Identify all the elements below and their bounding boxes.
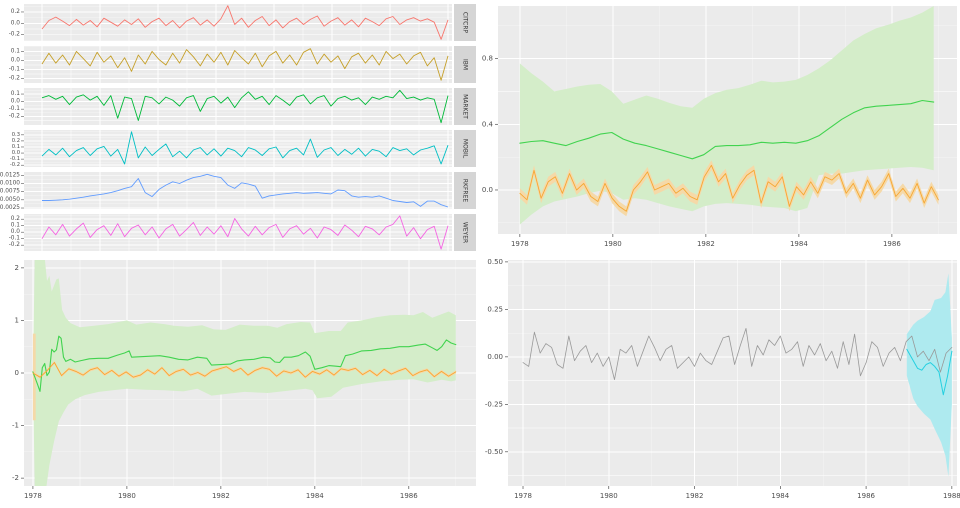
facet-y-tick-label: 0.0125 bbox=[0, 172, 20, 178]
facet-strip-MARKET bbox=[454, 88, 476, 125]
y-tick-label: -0.25 bbox=[485, 400, 503, 408]
facet-y-tick-label: 0.0 bbox=[12, 150, 20, 156]
facet-strip-CITCRP bbox=[454, 4, 476, 41]
facet-strip-label: WEYER bbox=[462, 222, 469, 243]
facet-series-IBM bbox=[41, 48, 449, 81]
panel-forecast-fan bbox=[508, 260, 957, 486]
x-tick-label: 1978 bbox=[24, 492, 42, 500]
y-tick-label: 1 bbox=[15, 316, 19, 324]
forecast-chart-a-svg: 0.8 0.4 0.0 1978 1980 1982 1984 1986 bbox=[482, 6, 957, 248]
fitted-interval-ribbon bbox=[519, 6, 934, 225]
facet-panel-MARKET bbox=[24, 88, 452, 125]
smoothed-state-line bbox=[32, 335, 457, 392]
facet-y-tick-label: 0.0100 bbox=[0, 180, 20, 186]
stock-returns-facet-chart: 0.2 0.0 -0.2 CITCRP 0.1 0.0 -0.1 -0.2 IBM 0.1 0.0-… bbox=[0, 0, 480, 254]
facet-y-tick-label: -0.1 bbox=[10, 156, 20, 162]
innovations-band bbox=[32, 360, 456, 379]
facet-y-tick-label: 0.0 bbox=[11, 20, 21, 26]
fit-forecast-chart-b: 2 1 0 -1 -2 1978 1980 1982 1984 1986 bbox=[0, 254, 480, 508]
facet-y-tick-label: -0.2 bbox=[9, 114, 21, 120]
facet-y-tick-label: 0.1 bbox=[12, 144, 20, 150]
innovations-line bbox=[32, 362, 457, 378]
facet-y-tick-label: 0.2 bbox=[11, 9, 21, 15]
x-tick-label: 1986 bbox=[883, 240, 901, 248]
x-tick-label: 1988 bbox=[943, 492, 960, 500]
forecast-fan-svg: 0.50 0.25 0.00 -0.25 -0.50 1978 1980 1982 1984 19… bbox=[485, 258, 960, 500]
facet-strip-label: CITCRP bbox=[462, 12, 469, 34]
y-tick-label: 0.8 bbox=[482, 55, 493, 63]
x-tick-label: 1986 bbox=[400, 492, 418, 500]
facet-panel-IBM bbox=[24, 46, 452, 83]
facet-series-RKFREE bbox=[42, 173, 449, 208]
facet-series-MOBIL bbox=[41, 131, 449, 165]
forecast-mean-line bbox=[906, 348, 953, 396]
y-tick-label: -0.50 bbox=[485, 448, 503, 456]
x-tick-label: 1982 bbox=[697, 240, 715, 248]
facet-y-tick-label: 0.0 bbox=[11, 99, 21, 105]
facet-strip-RKFREE bbox=[454, 172, 476, 209]
facet-y-tick-label: -0.1 bbox=[9, 66, 21, 72]
x-tick-label: 1982 bbox=[686, 492, 704, 500]
innovations-band bbox=[519, 160, 939, 217]
x-tick-label: 1984 bbox=[790, 240, 808, 248]
y-tick-label: 0.0 bbox=[482, 186, 493, 194]
forecast-chart-b-svg: 2 1 0 -1 -2 1978 1980 1982 1984 1986 bbox=[12, 260, 476, 500]
facet-y-tick-label: 0.3 bbox=[12, 132, 20, 138]
forecast-interval-ribbon bbox=[906, 273, 952, 477]
facet-y-tick-label: 0.0 bbox=[11, 57, 21, 63]
facet-strip-MOBIL bbox=[454, 130, 476, 167]
facet-strip-IBM bbox=[454, 46, 476, 83]
x-tick-label: 1984 bbox=[306, 492, 324, 500]
facet-y-tick-label: 0.0025 bbox=[0, 205, 20, 211]
facet-panel-CITCRP bbox=[24, 4, 452, 41]
x-tick-label: 1980 bbox=[118, 492, 136, 500]
facet-y-tick-label: -0.1 bbox=[9, 236, 21, 242]
facet-strip-WEYER bbox=[454, 214, 476, 251]
y-tick-label: -1 bbox=[12, 422, 19, 430]
facet-series-MARKET bbox=[41, 89, 449, 124]
x-tick-label: 1980 bbox=[604, 240, 622, 248]
facet-y-tick-label: 0.0050 bbox=[0, 197, 20, 203]
facet-y-tick-label: -0.1 bbox=[9, 106, 21, 112]
smoothed-mean-line bbox=[519, 99, 935, 160]
x-tick-label: 1982 bbox=[212, 492, 230, 500]
y-tick-label: 0.25 bbox=[487, 305, 503, 313]
facet-y-tick-label: -0.2 bbox=[10, 162, 20, 168]
facet-y-tick-label: 0.0 bbox=[11, 229, 21, 235]
y-tick-label: 0.50 bbox=[487, 258, 503, 266]
facet-y-tick-label: -0.2 bbox=[9, 242, 21, 248]
facet-y-tick-label: -0.2 bbox=[9, 75, 21, 81]
facet-y-tick-label: 0.1 bbox=[11, 48, 21, 54]
facet-strip-label: MOBIL bbox=[462, 139, 469, 159]
facet-y-tick-label: -0.2 bbox=[9, 32, 21, 38]
facet-strip-label: MARKET bbox=[462, 94, 469, 119]
facet-strip-label: RKFREE bbox=[462, 179, 469, 203]
x-tick-label: 1978 bbox=[511, 240, 529, 248]
innovations-line bbox=[519, 164, 939, 212]
facet-y-tick-label: 0.2 bbox=[11, 216, 21, 222]
fit-forecast-chart-a: 0.8 0.4 0.0 1978 1980 1982 1984 1986 bbox=[480, 0, 960, 254]
facet-strip-label: IBM bbox=[462, 59, 469, 70]
facet-y-tick-label: 0.1 bbox=[11, 91, 21, 97]
y-tick-label: 0.00 bbox=[487, 353, 503, 361]
x-tick-label: 1986 bbox=[857, 492, 875, 500]
facet-series-WEYER bbox=[41, 215, 449, 250]
facet-chart-svg: 0.20.0-0.2CITCRP0.10.0-0.1-0.2IBM0.10.0-… bbox=[0, 4, 476, 251]
y-tick-label: 2 bbox=[15, 264, 19, 272]
y-tick-label: 0 bbox=[15, 369, 19, 377]
x-tick-label: 1980 bbox=[600, 492, 618, 500]
facet-y-tick-label: 0.0075 bbox=[0, 189, 20, 195]
forecast-fan-chart: 0.50 0.25 0.00 -0.25 -0.50 1978 1980 1982 1984 19… bbox=[480, 254, 960, 508]
facet-y-tick-label: 0.1 bbox=[11, 223, 21, 229]
facet-y-tick-label: 0.2 bbox=[12, 138, 20, 144]
facet-panel-MOBIL bbox=[24, 130, 452, 167]
x-tick-label: 1978 bbox=[514, 492, 532, 500]
facet-series-CITCRP bbox=[41, 5, 449, 40]
facet-panel-RKFREE bbox=[24, 172, 452, 209]
y-tick-label: 0.4 bbox=[482, 120, 494, 128]
y-tick-label: -2 bbox=[12, 474, 19, 482]
observed-line bbox=[522, 328, 953, 380]
x-tick-label: 1984 bbox=[771, 492, 789, 500]
